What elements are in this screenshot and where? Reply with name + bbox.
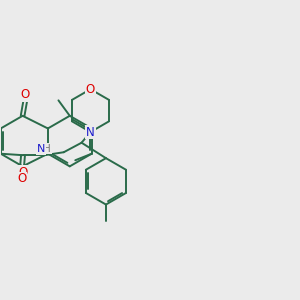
Text: N: N: [86, 125, 95, 139]
Text: O: O: [17, 172, 26, 185]
Text: N: N: [37, 144, 45, 154]
Text: H: H: [43, 144, 51, 154]
Text: O: O: [18, 166, 27, 179]
Text: O: O: [21, 88, 30, 101]
Text: O: O: [86, 83, 95, 96]
